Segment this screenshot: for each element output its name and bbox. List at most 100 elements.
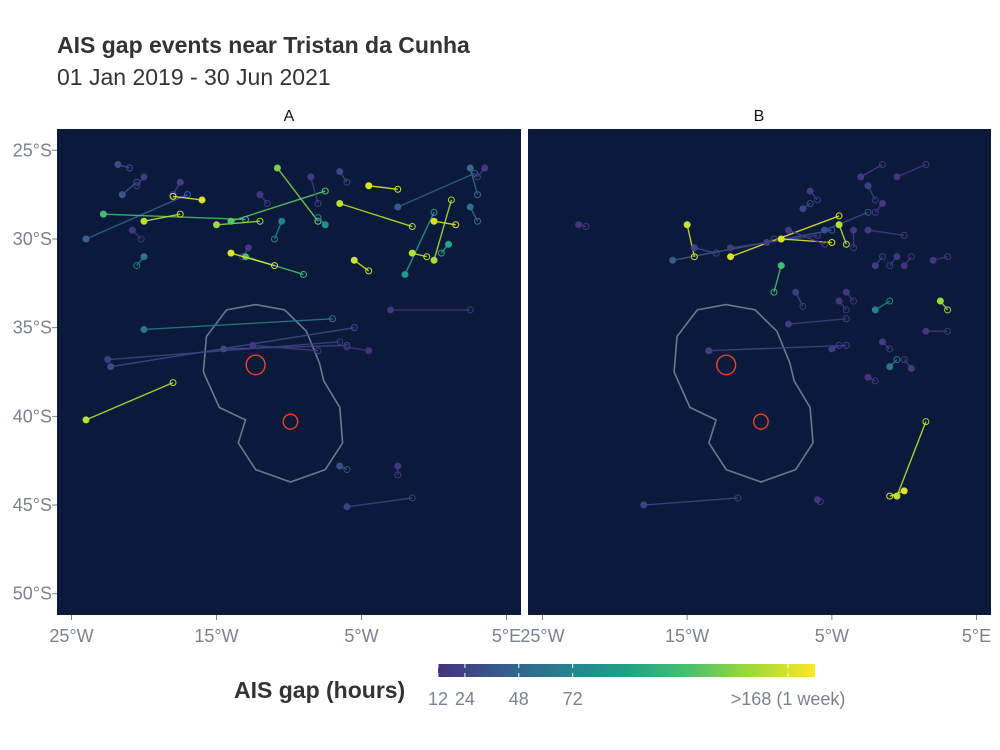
gap-end-point [474,173,481,181]
gap-line [860,163,883,178]
gap-event [929,253,952,264]
gap-end-point [466,306,474,314]
gap-line [867,229,905,237]
gap-end-point [907,253,915,261]
gap-end-point [770,288,778,296]
legend-ticks: 12 24 48 72 >168 (1 week) [428,664,845,709]
gap-line [404,212,435,275]
gap-event [886,253,901,270]
legend-tick-label: >168 (1 week) [731,689,846,709]
gap-end-point [878,253,886,261]
gap-start-point [307,173,315,181]
gap-event [813,496,824,505]
gap-start-point [792,288,800,296]
gap-start-point [806,187,814,195]
gap-end-point [350,324,358,332]
gap-end-point [813,196,821,204]
gap-start-point [387,306,394,314]
gap-line [896,421,927,497]
island-outline [245,354,266,376]
legend-title: AIS gap (hours) [234,677,405,703]
gap-event [437,240,452,257]
gap-end-point [452,221,460,229]
gap-end-point [842,306,850,314]
island-outline [282,413,299,430]
eez-boundary [202,303,344,483]
gap-end-point [850,244,858,252]
gap-event [806,187,821,204]
gap-start-point [114,160,122,168]
island-outline [716,354,737,376]
gap-end-point [886,345,894,353]
gap-start-point [871,306,879,314]
gap-event [864,373,879,385]
gap-event [140,210,184,225]
gap-event [690,244,720,257]
gap-line [397,172,475,208]
gap-event [828,341,843,353]
gap-event [394,462,402,479]
gap-event [792,288,807,310]
x-tick-label: 15°W [665,626,709,646]
gap-start-point [99,210,107,218]
gap-event [114,160,133,172]
gap-line [216,220,261,226]
gap-start-point [850,226,858,234]
gap-end-point [314,347,322,355]
gap-end-point [922,160,930,168]
gap-start-point [799,205,807,213]
gap-end-point [169,379,177,387]
legend-tick-label: 72 [563,689,583,709]
gap-line [230,252,275,267]
gap-start-point [394,462,402,470]
gap-event [922,327,952,335]
gap-event [871,199,886,216]
gap-start-point [244,244,252,252]
gap-end-point [447,196,455,204]
gap-end-point [343,178,351,186]
gap-start-point [273,164,281,172]
gap-event [430,196,455,264]
gap-start-point [176,178,184,186]
gap-event [82,379,177,424]
gap-end-point [133,182,141,190]
gap-event [256,191,271,207]
map-background [57,129,521,615]
gap-event [343,343,373,355]
x-tick-label: 5°E [492,626,521,646]
gap-end-point [886,297,894,305]
gap-start-point [936,297,944,305]
gap-start-point [408,249,416,257]
gap-end-point [712,249,720,257]
gap-end-point [300,270,307,278]
gap-event [336,168,351,186]
gap-end-point [900,231,908,239]
gap-start-point [140,325,148,333]
gap-end-point [256,217,264,225]
gap-event [387,306,474,314]
gap-end-point [271,235,278,243]
gap-event [871,253,886,270]
y-tick-label: 45°S [13,495,52,515]
gap-event [307,173,322,207]
gap-event [864,226,908,239]
gap-event [107,324,358,371]
gap-event [466,164,481,199]
color-legend: AIS gap (hours) 12 24 48 72 >168 (1 week) [234,664,845,709]
gap-start-point [350,256,358,264]
gap-line [276,167,319,222]
gap-end-point [944,253,952,261]
legend-colorbar [438,664,815,677]
gap-event [394,169,479,211]
gap-start-point [336,462,344,470]
gap-end-point [343,343,351,351]
gap-end-point [828,239,836,247]
gap-event [336,199,416,231]
gap-end-point [842,240,850,248]
chart-title: AIS gap events near Tristan da Cunha [57,32,470,58]
gap-start-point [104,356,112,364]
gap-end-point [263,199,271,207]
gap-end-point [408,494,416,502]
gap-start-point [821,226,829,234]
gap-end-point [394,185,402,193]
